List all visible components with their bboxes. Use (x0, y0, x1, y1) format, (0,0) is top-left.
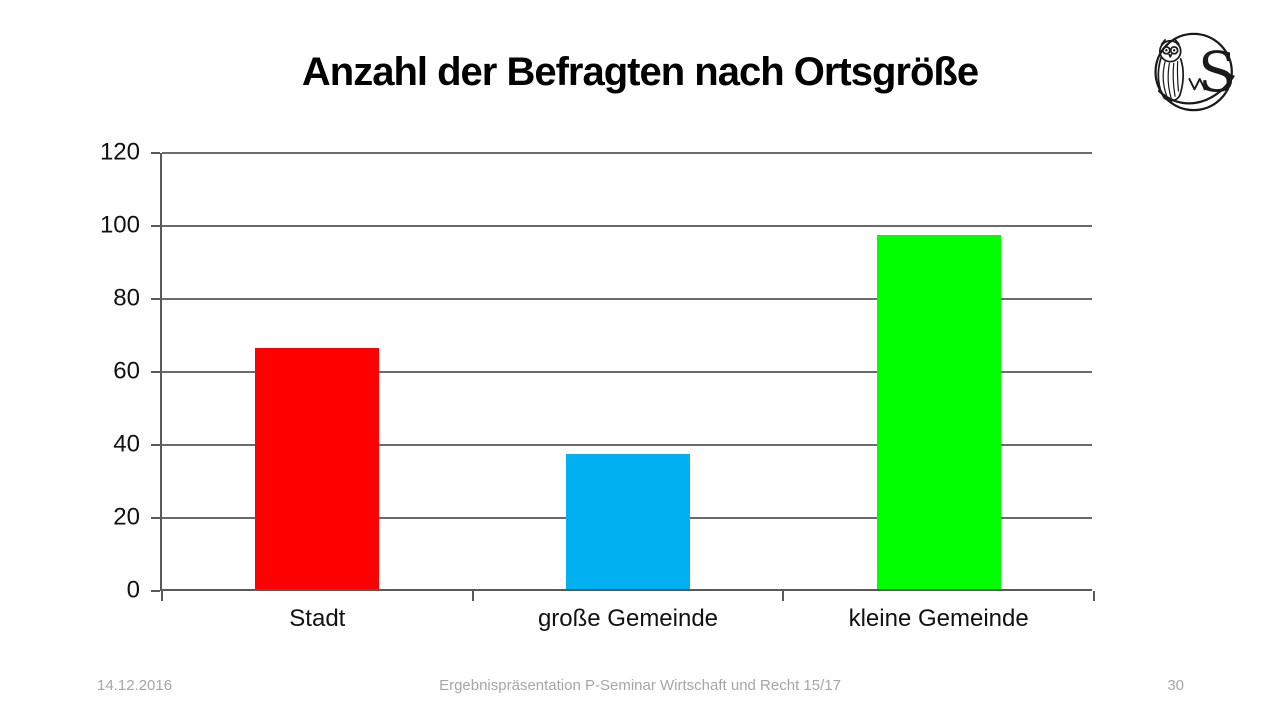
y-axis-label-60: 60 (113, 357, 140, 385)
x-tick-3 (1093, 591, 1095, 601)
y-tick-80 (151, 298, 160, 300)
page-title: Anzahl der Befragten nach Ortsgröße (301, 50, 979, 94)
y-tick-100 (151, 225, 160, 227)
logo-w-monogram (1188, 77, 1206, 91)
y-tick-20 (151, 517, 160, 519)
y-axis-label-100: 100 (99, 211, 140, 239)
bar-chart-plot-area: 0 20 40 60 80 100 120 Stadt große Gemeinde kleine… (100, 138, 1095, 632)
school-logo: S (1154, 32, 1236, 112)
y-tick-0 (151, 590, 160, 592)
gridline-40 (162, 444, 1092, 446)
footer-date: 14.12.2016 (97, 677, 173, 694)
y-axis-label-0: 0 (126, 576, 140, 604)
y-axis-label-80: 80 (113, 284, 140, 312)
logo-letter-s: S (1198, 41, 1236, 105)
y-axis-label-40: 40 (113, 430, 140, 458)
gridline-100 (162, 225, 1092, 227)
footer-page-number: 30 (1167, 677, 1184, 694)
x-tick-0 (161, 591, 163, 601)
gridline-60 (162, 371, 1092, 373)
y-axis-label-120: 120 (99, 138, 140, 166)
footer-title: Ergebnispräsentation P-Seminar Wirtschaf… (439, 677, 841, 694)
y-tick-60 (151, 371, 160, 373)
bar-stadt (255, 348, 380, 589)
y-tick-120 (151, 152, 160, 154)
bar-große-gemeinde (565, 453, 691, 589)
bar-kleine-gemeinde (876, 234, 1001, 589)
owl-icon (1157, 39, 1185, 102)
logo-branch (1157, 75, 1235, 105)
y-axis-label-20: 20 (113, 503, 140, 531)
x-axis-label-2: große Gemeinde (537, 605, 719, 632)
x-tick-1 (471, 591, 474, 601)
x-axis-label-3: kleine Gemeinde (848, 605, 1029, 632)
logo-circle (1154, 32, 1233, 112)
y-tick-40 (151, 444, 160, 446)
x-axis-label-1: Stadt (289, 605, 346, 632)
x-tick-2 (782, 591, 785, 601)
gridline-120 (162, 152, 1092, 154)
slide-footer: 14.12.2016 Ergebnispräsentation P-Semina… (0, 677, 1280, 699)
gridline-80 (162, 298, 1092, 300)
